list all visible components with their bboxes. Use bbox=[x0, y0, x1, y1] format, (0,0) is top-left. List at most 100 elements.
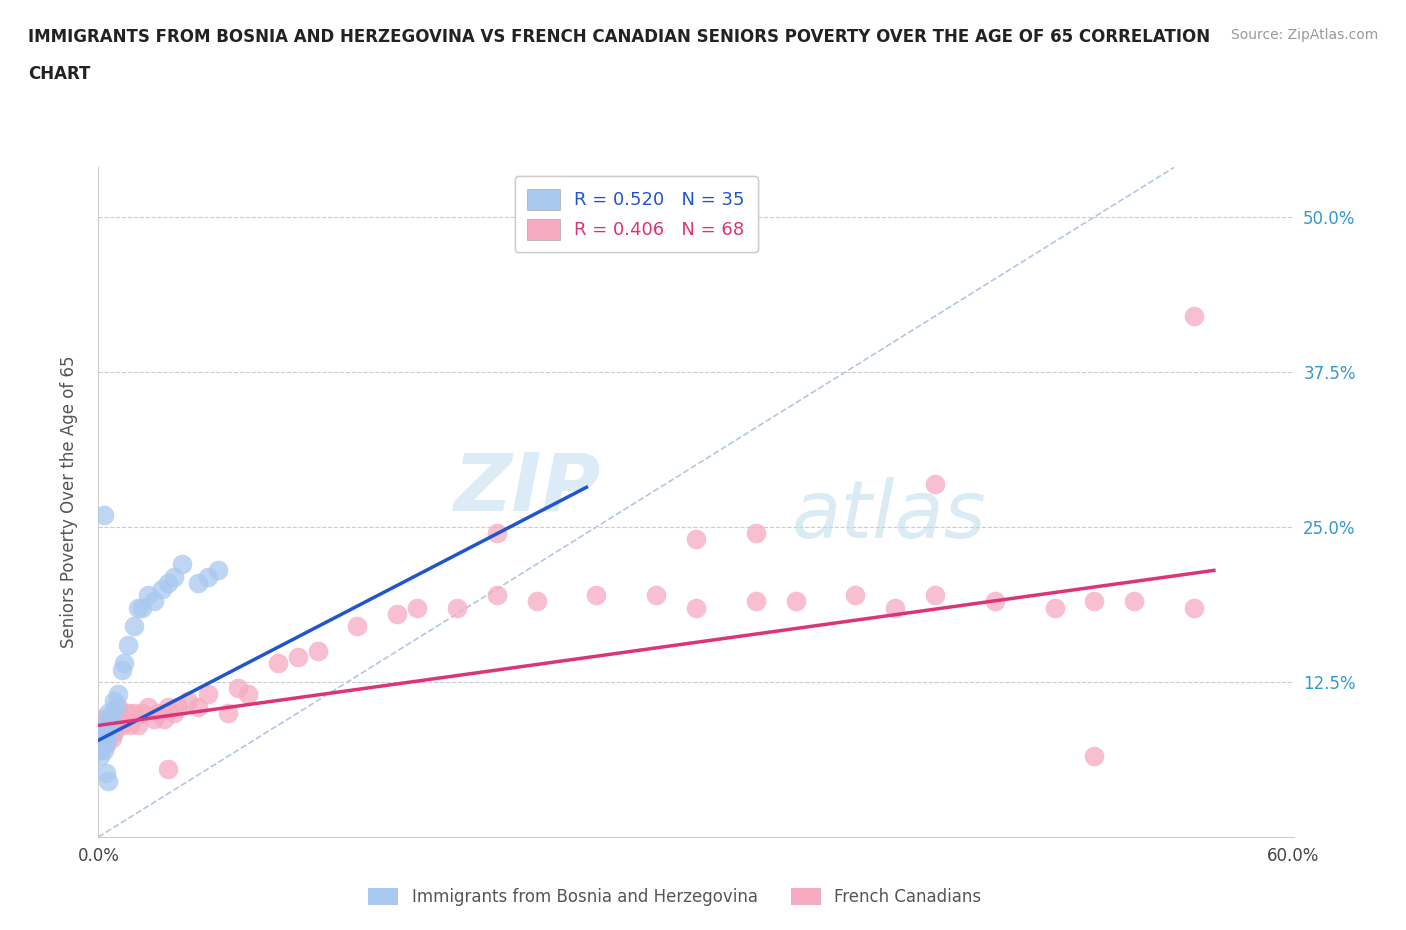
Point bbox=[1083, 749, 1105, 764]
Point bbox=[197, 687, 219, 702]
Point bbox=[645, 588, 668, 603]
Point bbox=[163, 706, 186, 721]
Point bbox=[93, 743, 115, 758]
Point bbox=[406, 600, 429, 615]
Point bbox=[485, 588, 508, 603]
Point bbox=[111, 718, 134, 733]
Point bbox=[1043, 600, 1066, 615]
Point bbox=[97, 706, 120, 721]
Point bbox=[101, 730, 124, 745]
Point bbox=[226, 681, 249, 696]
Point bbox=[131, 706, 153, 721]
Point bbox=[107, 699, 129, 714]
Point bbox=[745, 525, 768, 540]
Point bbox=[117, 706, 139, 721]
Point bbox=[101, 706, 124, 721]
Point bbox=[124, 706, 146, 721]
Point bbox=[97, 730, 120, 745]
Point bbox=[485, 525, 508, 540]
Legend: R = 0.520   N = 35, R = 0.406   N = 68: R = 0.520 N = 35, R = 0.406 N = 68 bbox=[515, 177, 758, 252]
Point bbox=[105, 718, 128, 733]
Point bbox=[111, 662, 134, 677]
Point bbox=[287, 650, 309, 665]
Point bbox=[96, 737, 118, 751]
Point bbox=[100, 724, 122, 739]
Point bbox=[97, 774, 120, 789]
Point bbox=[89, 730, 111, 745]
Point bbox=[685, 532, 707, 547]
Point bbox=[177, 693, 200, 708]
Point bbox=[187, 699, 209, 714]
Point bbox=[585, 588, 607, 603]
Point bbox=[103, 711, 125, 726]
Point bbox=[97, 711, 120, 726]
Point bbox=[172, 557, 194, 572]
Point bbox=[884, 600, 907, 615]
Point bbox=[91, 724, 114, 739]
Point bbox=[157, 576, 180, 591]
Point bbox=[100, 711, 122, 726]
Point bbox=[984, 594, 1007, 609]
Point bbox=[93, 718, 115, 733]
Point bbox=[96, 718, 118, 733]
Text: CHART: CHART bbox=[28, 65, 90, 83]
Point bbox=[207, 563, 229, 578]
Point bbox=[167, 699, 190, 714]
Point bbox=[89, 743, 111, 758]
Point bbox=[785, 594, 807, 609]
Point bbox=[91, 737, 114, 751]
Point bbox=[236, 687, 259, 702]
Point bbox=[89, 718, 111, 733]
Point bbox=[745, 594, 768, 609]
Point bbox=[101, 711, 124, 726]
Point bbox=[100, 718, 122, 733]
Y-axis label: Seniors Poverty Over the Age of 65: Seniors Poverty Over the Age of 65 bbox=[59, 356, 77, 648]
Point bbox=[143, 594, 166, 609]
Text: ZIP: ZIP bbox=[453, 450, 600, 528]
Point bbox=[93, 730, 115, 745]
Point bbox=[197, 569, 219, 584]
Point bbox=[91, 711, 114, 726]
Point bbox=[107, 711, 129, 726]
Point bbox=[93, 507, 115, 522]
Point bbox=[97, 718, 120, 733]
Point bbox=[112, 656, 135, 671]
Point bbox=[107, 687, 129, 702]
Point bbox=[96, 765, 118, 780]
Point bbox=[127, 600, 149, 615]
Point bbox=[120, 718, 142, 733]
Point bbox=[307, 644, 329, 658]
Point bbox=[136, 699, 159, 714]
Point bbox=[100, 724, 122, 739]
Point bbox=[148, 706, 170, 721]
Point bbox=[346, 618, 368, 633]
Point bbox=[136, 588, 159, 603]
Point bbox=[267, 656, 290, 671]
Text: atlas: atlas bbox=[792, 476, 987, 554]
Point bbox=[103, 693, 125, 708]
Point bbox=[91, 724, 114, 739]
Point bbox=[117, 637, 139, 652]
Point bbox=[157, 762, 180, 777]
Point bbox=[924, 588, 946, 603]
Point bbox=[112, 711, 135, 726]
Point bbox=[1083, 594, 1105, 609]
Legend: Immigrants from Bosnia and Herzegovina, French Canadians: Immigrants from Bosnia and Herzegovina, … bbox=[361, 881, 988, 912]
Point bbox=[150, 581, 173, 596]
Point bbox=[385, 606, 409, 621]
Point bbox=[217, 706, 239, 721]
Point bbox=[157, 699, 180, 714]
Point bbox=[105, 699, 128, 714]
Text: Source: ZipAtlas.com: Source: ZipAtlas.com bbox=[1230, 28, 1378, 42]
Point bbox=[163, 569, 186, 584]
Point bbox=[446, 600, 468, 615]
Point bbox=[685, 600, 707, 615]
Text: IMMIGRANTS FROM BOSNIA AND HERZEGOVINA VS FRENCH CANADIAN SENIORS POVERTY OVER T: IMMIGRANTS FROM BOSNIA AND HERZEGOVINA V… bbox=[28, 28, 1211, 46]
Point bbox=[91, 730, 114, 745]
Point bbox=[127, 718, 149, 733]
Point bbox=[1123, 594, 1146, 609]
Point bbox=[96, 730, 118, 745]
Point bbox=[844, 588, 866, 603]
Point bbox=[924, 476, 946, 491]
Point bbox=[93, 718, 115, 733]
